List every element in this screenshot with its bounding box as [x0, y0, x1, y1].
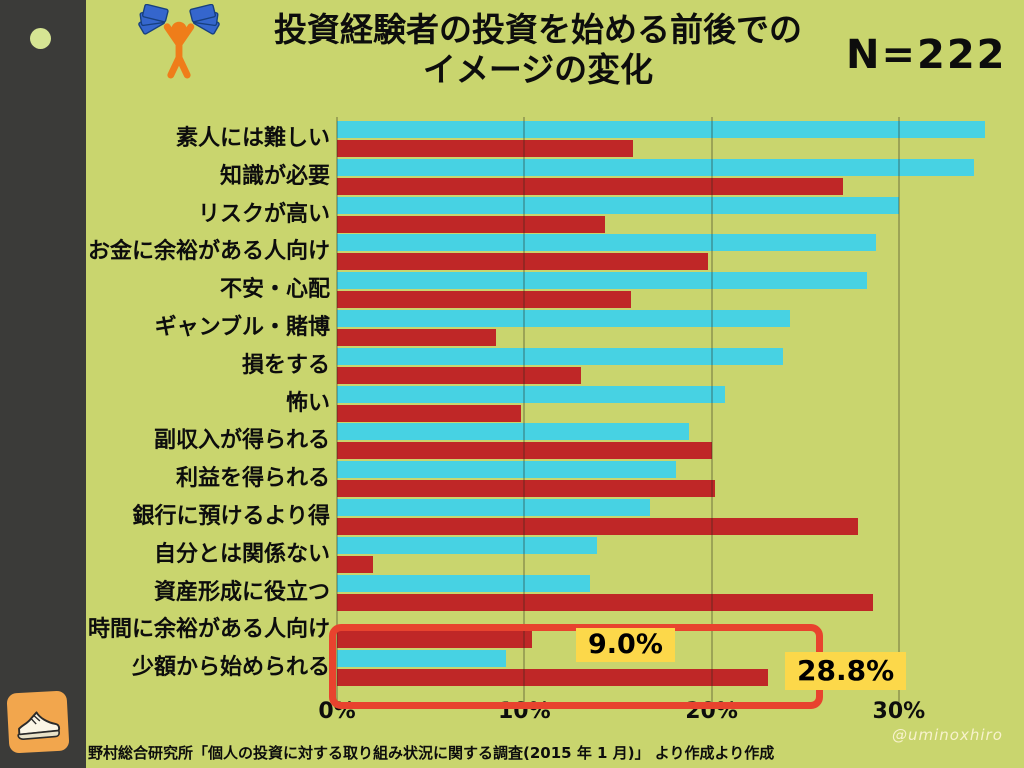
cyan-bar [337, 650, 506, 668]
cyan-bar [337, 158, 974, 176]
left-sidebar-strip [0, 0, 86, 768]
category-label: 不安・心配 [219, 277, 330, 303]
callout-after-value: 28.8% [785, 652, 907, 690]
category-label: 怖い [285, 390, 330, 416]
cyan-bar [337, 499, 650, 516]
cyan-bar [337, 310, 791, 327]
red-bar [337, 593, 873, 611]
red-bar [337, 631, 532, 649]
cyan-bar [337, 196, 899, 214]
category-label: 資産形成に役立つ [153, 579, 330, 605]
gridline [710, 117, 713, 702]
cyan-bar [337, 234, 877, 252]
watermark: @uminoxhiro [892, 726, 1003, 744]
page-title: 投資経験者の投資を始める前後での イメージの変化 [218, 10, 858, 90]
title-line-2: イメージの変化 [422, 50, 654, 89]
red-bar [337, 291, 632, 309]
category-label: 時間に余裕がある人向け [87, 617, 330, 643]
red-bar [337, 140, 633, 157]
cyan-bar [337, 423, 690, 441]
red-bar [337, 518, 858, 535]
cyan-bar [337, 385, 725, 403]
category-label: リスクが高い [197, 201, 330, 227]
source-attribution: 野村総合研究所「個人の投資に対する取り組み状況に関する調査(2015 年 1 月… [88, 744, 775, 762]
sample-size-label: N=222 [846, 32, 1007, 78]
red-bar [337, 404, 521, 422]
bullet-dot [30, 28, 51, 49]
category-label: 少額から始められる [131, 655, 330, 681]
category-label: 知識が必要 [219, 163, 330, 189]
category-label: 素人には難しい [175, 126, 330, 151]
category-label: 銀行に預けるより得 [132, 504, 330, 529]
category-label: お金に余裕がある人向け [87, 239, 330, 265]
cyan-bar [337, 574, 590, 592]
category-label: 自分とは関係ない [153, 541, 330, 567]
category-label: 損をする [241, 352, 330, 378]
category-label: 副収入が得られる [153, 428, 330, 454]
cyan-bar [337, 121, 986, 138]
cyan-bar [337, 347, 783, 365]
red-bar [337, 177, 843, 195]
cyan-bar [337, 461, 676, 479]
title-line-1: 投資経験者の投資を始める前後での [274, 10, 802, 49]
cyan-bar [337, 272, 868, 290]
red-bar [337, 669, 768, 687]
person-holding-money-icon [138, 3, 220, 86]
red-bar [337, 442, 712, 460]
red-bar [337, 253, 708, 271]
gridline [897, 117, 900, 702]
x-tick-label: 30% [872, 699, 926, 724]
red-bar [337, 555, 373, 573]
gridline [336, 117, 338, 702]
category-label: ギャンブル・賭博 [154, 315, 330, 340]
red-bar [337, 366, 581, 384]
category-label: 利益を得られる [175, 466, 330, 492]
callout-before-value: 9.0% [576, 628, 675, 662]
cyan-bar [337, 536, 598, 554]
red-bar [337, 215, 605, 233]
red-bar [337, 480, 716, 498]
sneaker-icon [6, 690, 70, 754]
red-bar [337, 329, 497, 346]
gridline [523, 117, 526, 702]
